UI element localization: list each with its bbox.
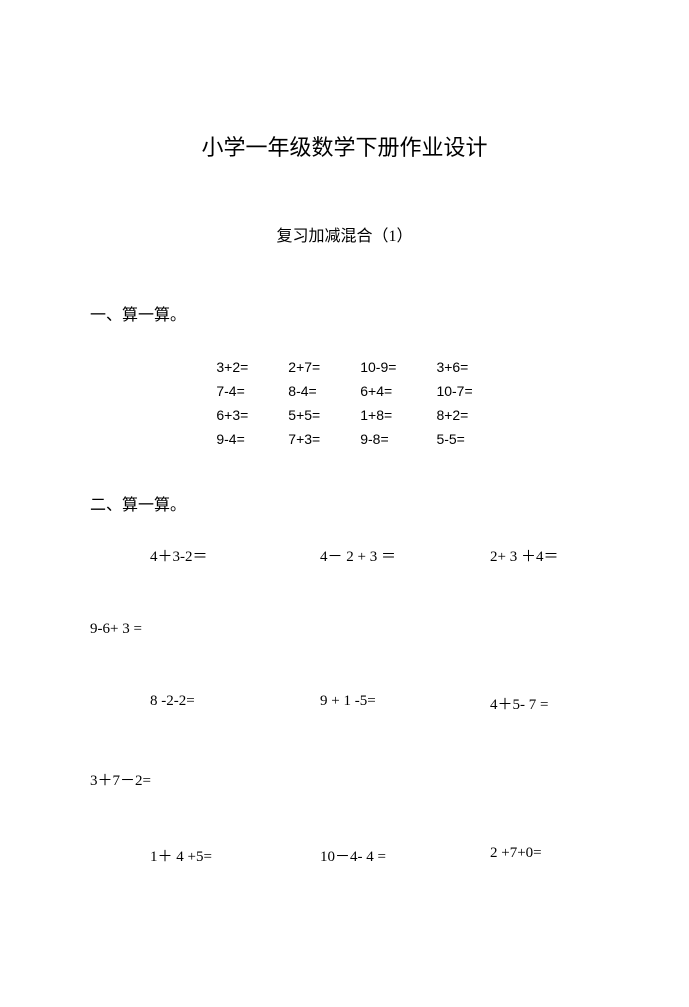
math-cell: 8+2=	[416, 403, 492, 427]
math-cell: 7-4=	[196, 379, 268, 403]
section2-row: 9-6+ 3 =	[90, 621, 599, 638]
math-cell: 4＋5- 7 =	[490, 693, 548, 714]
math-cell: 10－4- 4 =	[320, 845, 490, 866]
table-row: 3+2= 2+7= 10-9= 3+6=	[196, 355, 492, 379]
math-cell: 4＋3-2＝	[150, 545, 320, 566]
math-cell: 7+3=	[268, 427, 340, 451]
math-cell: 6+3=	[196, 403, 268, 427]
math-cell: 1+8=	[340, 403, 416, 427]
table-row: 7-4= 8-4= 6+4= 10-7=	[196, 379, 492, 403]
math-cell: 5+5=	[268, 403, 340, 427]
page-subtitle: 复习加减混合（1）	[90, 222, 599, 246]
math-cell: 10-9=	[340, 355, 416, 379]
math-cell: 9-4=	[196, 427, 268, 451]
math-cell: 9-8=	[340, 427, 416, 451]
math-cell: 9 + 1 -5=	[320, 693, 490, 714]
math-cell: 1＋ 4 +5=	[150, 845, 320, 866]
section2-row: 8 -2-2= 9 + 1 -5= 4＋5- 7 =	[90, 693, 599, 714]
section2-label: 二、算一算。	[90, 491, 599, 515]
math-cell: 10-7=	[416, 379, 492, 403]
math-cell: 6+4=	[340, 379, 416, 403]
table-row: 9-4= 7+3= 9-8= 5-5=	[196, 427, 492, 451]
page-title: 小学一年级数学下册作业设计	[90, 130, 599, 162]
section1-label: 一、算一算。	[90, 301, 599, 325]
section2-row: 1＋ 4 +5= 10－4- 4 = 2 +7+0=	[90, 845, 599, 866]
table-row: 6+3= 5+5= 1+8= 8+2=	[196, 403, 492, 427]
math-cell: 3+2=	[196, 355, 268, 379]
math-cell: 2 +7+0=	[490, 845, 542, 866]
section1-grid: 3+2= 2+7= 10-9= 3+6= 7-4= 8-4= 6+4= 10-7…	[196, 355, 492, 451]
section2-row: 3＋7－2=	[90, 769, 599, 790]
math-cell: 5-5=	[416, 427, 492, 451]
section2-row: 4＋3-2＝ 4－ 2 + 3 ＝ 2+ 3 ＋4＝	[90, 545, 599, 566]
math-cell: 2+7=	[268, 355, 340, 379]
math-cell: 4－ 2 + 3 ＝	[320, 545, 490, 566]
math-cell: 2+ 3 ＋4＝	[490, 545, 558, 566]
math-cell: 3+6=	[416, 355, 492, 379]
math-cell: 8 -2-2=	[150, 693, 320, 714]
math-cell: 8-4=	[268, 379, 340, 403]
